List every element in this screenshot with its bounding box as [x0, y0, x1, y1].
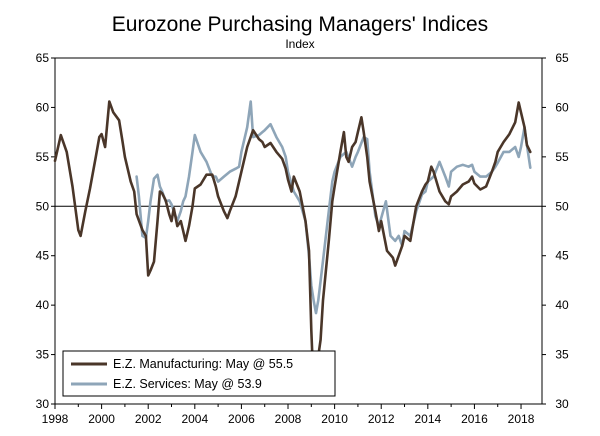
x-axis: 1998 2000 2002 2004 2006 2008 2010 2012 2014 2016… — [42, 404, 535, 426]
x-tick-label: 2002 — [135, 412, 162, 426]
x-tick-label: 1998 — [42, 412, 69, 426]
legend: E.Z. Manufacturing: May @ 55.5 E.Z. Serv… — [62, 350, 336, 397]
plot-area — [54, 57, 543, 405]
y-axis-right: 30 35 40 45 50 55 60 65 — [542, 51, 569, 411]
y-tick-label-left: 50 — [36, 199, 50, 213]
y-tick-label-left: 65 — [36, 51, 50, 65]
x-tick-label: 2016 — [461, 412, 488, 426]
y-tick-label-left: 35 — [36, 348, 50, 362]
series-line-services — [135, 100, 532, 315]
x-tick-label: 2010 — [321, 412, 348, 426]
x-tick-label: 2018 — [508, 412, 535, 426]
x-tick-label: 2006 — [228, 412, 255, 426]
y-axis-left: 30 35 40 45 50 55 60 65 — [36, 51, 55, 411]
chart-title: Eurozone Purchasing Managers' Indices — [112, 13, 488, 36]
x-tick-label: 2012 — [368, 412, 395, 426]
y-tick-label-right: 45 — [555, 249, 569, 263]
legend-label-manufacturing: E.Z. Manufacturing: May @ 55.5 — [113, 357, 293, 371]
y-tick-label-left: 30 — [36, 397, 50, 411]
chart-subtitle: Index — [285, 37, 314, 51]
y-tick-label-left: 55 — [36, 150, 50, 164]
y-tick-label-right: 50 — [555, 199, 569, 213]
y-tick-label-right: 60 — [555, 100, 569, 114]
series-layer — [53, 100, 532, 370]
x-tick-label: 2000 — [88, 412, 115, 426]
y-tick-label-left: 40 — [36, 298, 50, 312]
y-tick-label-right: 35 — [555, 348, 569, 362]
series-line-manufacturing — [53, 100, 532, 370]
legend-label-services: E.Z. Services: May @ 53.9 — [113, 377, 262, 391]
y-tick-label-left: 45 — [36, 249, 50, 263]
y-tick-label-right: 30 — [555, 397, 569, 411]
x-tick-label: 2008 — [275, 412, 302, 426]
y-tick-label-right: 40 — [555, 298, 569, 312]
y-tick-label-right: 55 — [555, 150, 569, 164]
x-tick-label: 2004 — [181, 412, 208, 426]
y-tick-label-right: 65 — [555, 51, 569, 65]
y-tick-label-left: 60 — [36, 100, 50, 114]
x-tick-label: 2014 — [414, 412, 441, 426]
legend-box — [62, 350, 336, 397]
